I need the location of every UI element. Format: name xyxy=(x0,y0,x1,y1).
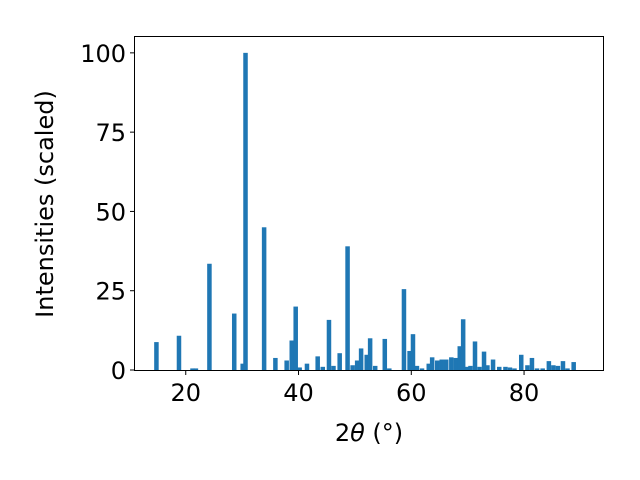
bar xyxy=(496,366,502,370)
bar xyxy=(453,357,459,370)
bar xyxy=(350,365,355,370)
bar xyxy=(358,348,364,370)
bar xyxy=(560,361,566,370)
bar xyxy=(490,359,496,370)
bar xyxy=(372,365,378,370)
bar xyxy=(407,350,412,370)
bar xyxy=(331,365,336,370)
bar xyxy=(243,52,248,370)
bar xyxy=(231,313,237,370)
bar xyxy=(464,366,470,370)
bar xyxy=(485,365,490,370)
bar xyxy=(297,367,302,370)
bar xyxy=(367,338,373,370)
y-tick-label: 75 xyxy=(95,119,126,147)
bar xyxy=(429,357,435,370)
bar xyxy=(426,363,432,370)
x-axis-ticks: 20 40 60 80 xyxy=(170,370,539,407)
bar xyxy=(534,368,540,370)
bar xyxy=(261,227,267,370)
x-tick-label: 60 xyxy=(396,379,427,407)
plot-frame xyxy=(134,36,604,371)
bar xyxy=(468,365,473,370)
bar xyxy=(240,363,245,370)
bar xyxy=(176,335,182,370)
bar xyxy=(273,357,278,370)
bar xyxy=(457,346,463,370)
bar xyxy=(481,351,487,370)
bar xyxy=(434,360,440,370)
bar xyxy=(337,353,342,370)
bar xyxy=(289,340,295,370)
bar xyxy=(555,365,561,370)
bar xyxy=(193,368,199,370)
bar xyxy=(571,362,576,370)
bar xyxy=(284,360,289,370)
bar xyxy=(304,363,310,370)
bar xyxy=(410,334,416,370)
bar xyxy=(540,368,545,370)
bar xyxy=(529,357,535,370)
bar xyxy=(382,338,388,370)
y-axis-label: Intensities (scaled) xyxy=(31,90,59,318)
bar xyxy=(546,361,552,370)
bar xyxy=(315,356,320,370)
bar xyxy=(345,246,350,370)
bar xyxy=(320,366,326,370)
bar xyxy=(414,365,420,370)
bar xyxy=(507,367,513,370)
bar xyxy=(525,365,530,370)
bar xyxy=(460,319,466,370)
y-tick-label: 100 xyxy=(80,40,126,68)
bar xyxy=(503,366,508,370)
bar xyxy=(439,359,444,370)
y-tick-label: 50 xyxy=(95,198,126,226)
bar xyxy=(326,319,332,370)
x-tick-label: 20 xyxy=(170,379,201,407)
bars-group xyxy=(154,52,576,370)
bar xyxy=(551,365,556,370)
bar xyxy=(401,289,407,370)
bar xyxy=(443,359,449,370)
x-tick-label: 40 xyxy=(283,379,314,407)
bar xyxy=(512,368,517,370)
x-tick-label: 80 xyxy=(509,379,540,407)
bar xyxy=(449,357,454,370)
bar xyxy=(472,341,478,370)
x-axis-label: 2θ (°) xyxy=(335,419,403,447)
bar xyxy=(293,306,298,370)
bar xyxy=(207,263,212,370)
y-tick-label: 25 xyxy=(95,278,126,306)
bar xyxy=(364,354,369,370)
bar xyxy=(518,354,524,370)
bar xyxy=(190,368,195,370)
y-axis-ticks: 0 25 50 75 100 xyxy=(80,40,135,385)
bar xyxy=(387,368,392,370)
bar xyxy=(565,368,570,370)
y-tick-label: 0 xyxy=(111,357,126,385)
bar xyxy=(419,368,425,370)
bar xyxy=(154,342,159,370)
bar xyxy=(477,366,482,370)
bar xyxy=(354,360,360,370)
